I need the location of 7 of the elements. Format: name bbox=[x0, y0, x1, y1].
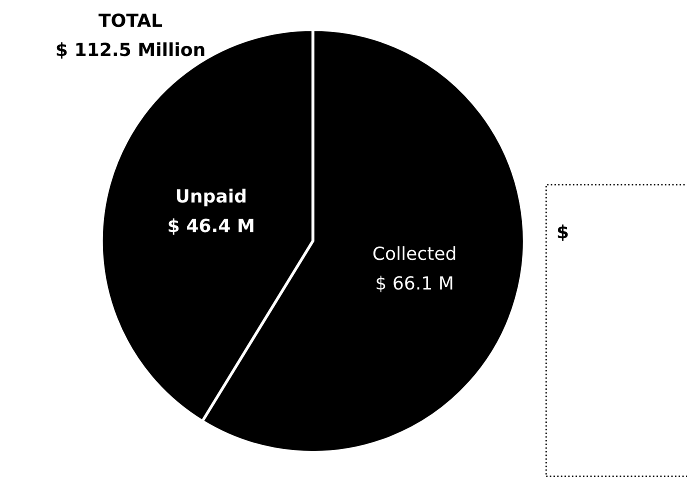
text: $ 112.5 Million bbox=[56, 42, 204, 59]
data-label: $ 46.4 M bbox=[168, 218, 254, 235]
data-label: $ 66.1 M bbox=[376, 276, 452, 292]
chart-title: TOTAL bbox=[98, 13, 162, 28]
slice-label: Collected bbox=[373, 246, 456, 260]
slice-label: Unpaid bbox=[176, 188, 246, 206]
text: $ bbox=[558, 224, 568, 241]
